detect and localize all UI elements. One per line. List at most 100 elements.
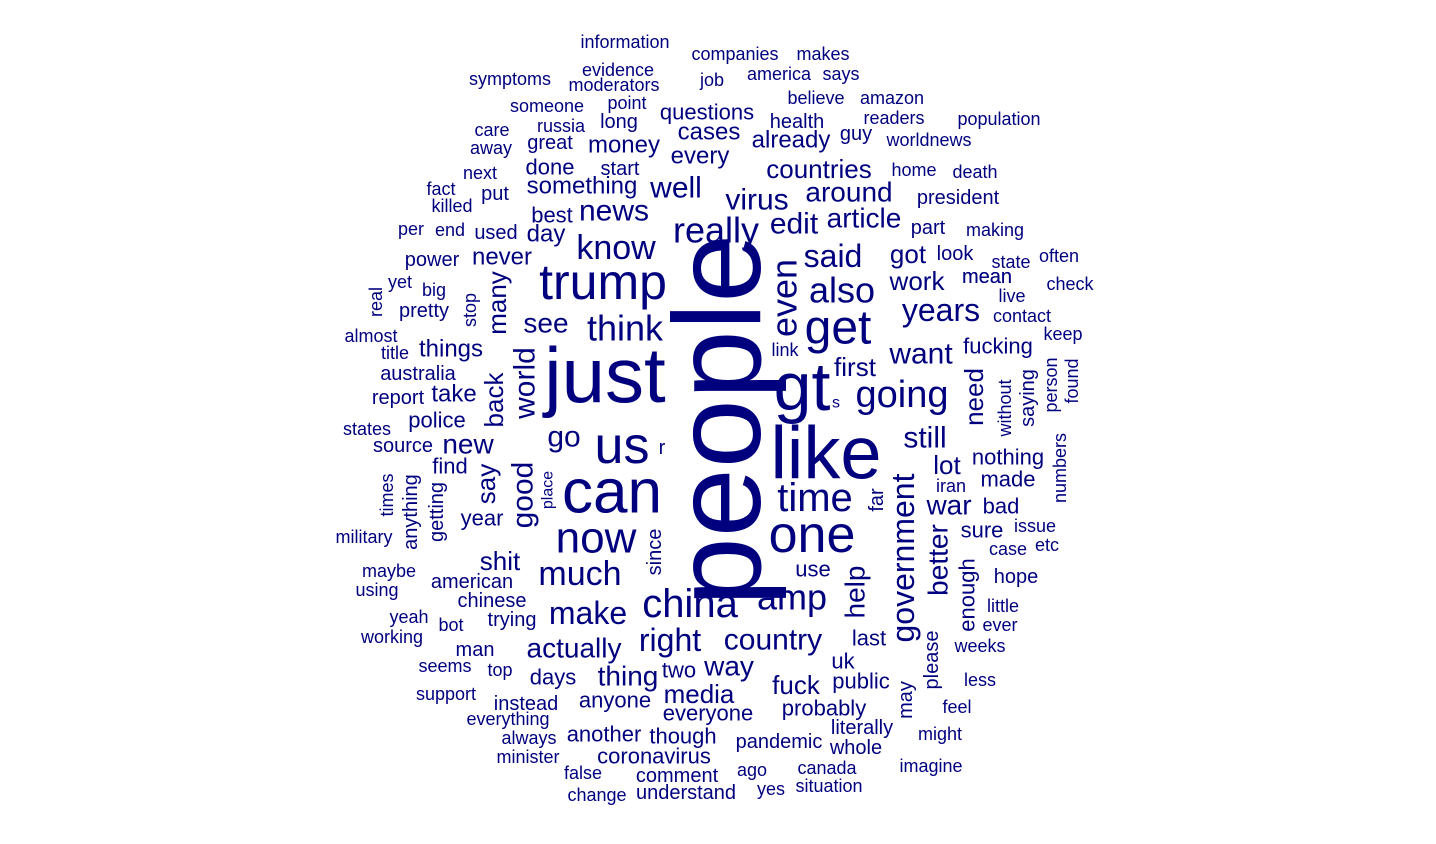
word-hope: hope — [994, 566, 1039, 588]
word-information: information — [580, 32, 669, 52]
word-big: big — [422, 280, 446, 300]
word-use: use — [795, 557, 830, 582]
word-war: war — [925, 490, 971, 521]
word-day: day — [527, 221, 566, 248]
word-source: source — [373, 435, 433, 457]
word-worldnews: worldnews — [885, 130, 971, 150]
word-another: another — [567, 722, 642, 747]
word-make: make — [549, 595, 627, 631]
word-need: need — [959, 368, 989, 426]
word-less: less — [964, 670, 996, 690]
word-far: far — [866, 488, 888, 512]
word-first: first — [834, 352, 877, 382]
word-gt: gt — [774, 349, 831, 425]
word-says: says — [822, 64, 859, 84]
word-though: though — [649, 724, 716, 749]
word-already: already — [752, 127, 831, 154]
word-just: just — [542, 331, 666, 419]
word-state: state — [991, 252, 1030, 272]
word-say: say — [471, 464, 501, 504]
word-issue: issue — [1014, 516, 1056, 536]
word-like: like — [770, 412, 881, 495]
word-media: media — [664, 679, 735, 709]
word-military: military — [336, 527, 393, 547]
word-people: people — [649, 234, 787, 606]
word-report: report — [372, 387, 425, 409]
word-year: year — [461, 506, 504, 531]
word-put: put — [481, 183, 509, 205]
word-sure: sure — [961, 518, 1004, 543]
word-lot: lot — [933, 450, 961, 480]
word-back: back — [479, 372, 509, 428]
word-companies: companies — [691, 44, 778, 64]
word-instead: instead — [494, 693, 559, 715]
word-trying: trying — [488, 609, 537, 631]
word-amazon: amazon — [860, 88, 924, 108]
word-years: years — [902, 292, 980, 328]
word-uk: uk — [831, 649, 855, 674]
word-feel: feel — [942, 697, 971, 717]
word-may: may — [895, 681, 917, 719]
word-shit: shit — [480, 546, 521, 576]
word-now: now — [556, 514, 637, 563]
word-got: got — [890, 239, 927, 269]
word-america: america — [747, 64, 812, 84]
word-bad: bad — [983, 494, 1020, 519]
word-moderators: moderators — [568, 75, 659, 95]
word-still: still — [903, 422, 946, 455]
word-edit: edit — [770, 208, 819, 241]
word-every: every — [671, 143, 730, 170]
word-news: news — [579, 195, 649, 228]
word-fact: fact — [426, 179, 455, 199]
word-one: one — [769, 506, 856, 564]
word-get: get — [805, 302, 872, 355]
word-great: great — [527, 132, 573, 154]
word-saying: saying — [1017, 369, 1039, 427]
word-thing: thing — [598, 661, 659, 692]
word-much: much — [538, 555, 621, 593]
word-point: point — [607, 93, 646, 113]
word-things: things — [419, 336, 483, 363]
word-part: part — [911, 217, 946, 239]
word-can: can — [562, 458, 662, 527]
word-someone: someone — [510, 96, 584, 116]
word-pretty: pretty — [399, 300, 449, 322]
word-ever: ever — [982, 615, 1017, 635]
word-going: going — [856, 374, 949, 416]
word-money: money — [588, 132, 660, 159]
word-seems: seems — [418, 656, 471, 676]
word-world: world — [509, 347, 542, 420]
word-case: case — [989, 539, 1027, 559]
word-everything: everything — [466, 709, 549, 729]
word-away: away — [470, 138, 512, 158]
word-better: better — [923, 524, 954, 596]
word-killed: killed — [431, 196, 472, 216]
word-trump: trump — [539, 254, 667, 310]
word-guy: guy — [840, 123, 872, 145]
word-start: start — [601, 158, 640, 180]
word-coronavirus: coronavirus — [597, 744, 711, 769]
word-chinese: chinese — [458, 590, 527, 612]
word-symptoms: symptoms — [469, 69, 551, 89]
word-live: live — [998, 286, 1025, 306]
word-title: title — [381, 343, 409, 363]
word-good: good — [507, 462, 540, 529]
word-questions: questions — [660, 100, 754, 125]
word-said: said — [804, 238, 863, 274]
word-think: think — [587, 308, 664, 349]
word-new: new — [442, 429, 494, 460]
word-yet: yet — [388, 272, 412, 292]
word-many: many — [482, 271, 512, 335]
word-two: two — [662, 658, 696, 683]
word-readers: readers — [863, 108, 924, 128]
word-without: without — [995, 379, 1015, 437]
word-go: go — [547, 421, 580, 454]
word-fucking: fucking — [963, 334, 1033, 359]
word-top: top — [487, 660, 512, 680]
word-really: really — [673, 210, 759, 251]
word-makes: makes — [796, 44, 849, 64]
word-per: per — [398, 219, 424, 239]
word-care: care — [474, 120, 509, 140]
word-found: found — [1062, 358, 1082, 403]
